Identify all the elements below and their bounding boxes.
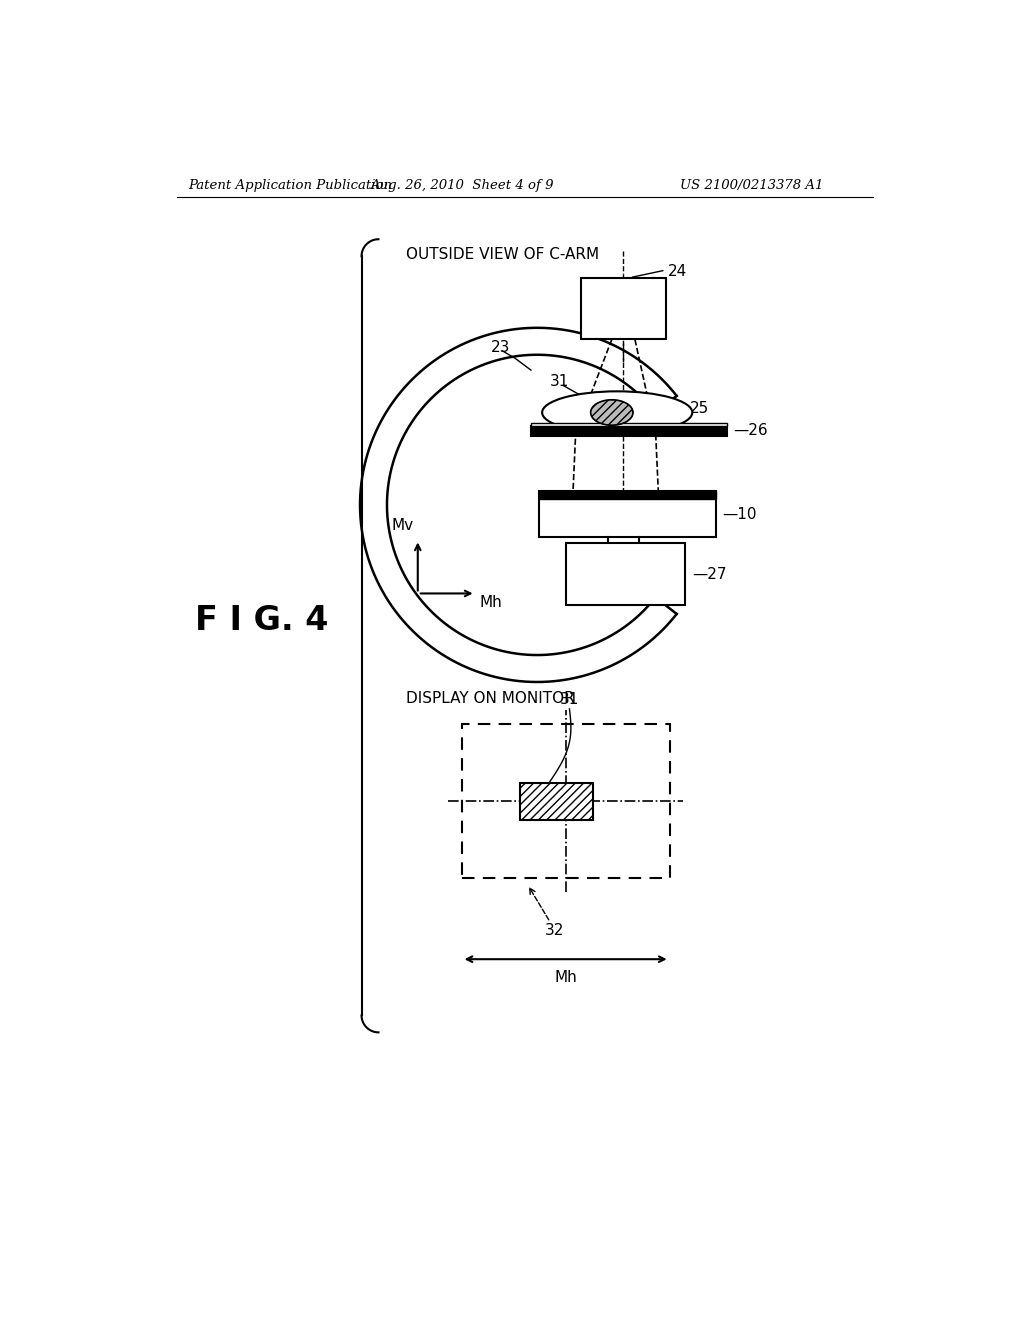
Bar [531,426,727,436]
Text: —10: —10 [722,507,757,521]
Text: 24: 24 [668,264,687,279]
Text: Mv: Mv [392,519,414,533]
Text: 31: 31 [550,374,569,389]
Text: 31: 31 [560,693,580,708]
Text: Mh: Mh [554,970,577,985]
Bar [565,544,685,605]
Bar [539,491,716,537]
Text: Aug. 26, 2010  Sheet 4 of 9: Aug. 26, 2010 Sheet 4 of 9 [370,178,553,191]
Bar [462,725,670,878]
Bar [539,491,716,499]
Bar [581,277,666,339]
Text: US 2100/0213378 A1: US 2100/0213378 A1 [680,178,823,191]
Ellipse shape [591,400,633,425]
Bar [531,422,727,426]
Text: Mh: Mh [479,595,502,610]
Text: F I G. 4: F I G. 4 [195,605,328,638]
Text: 32: 32 [545,923,564,939]
Text: DISPLAY ON MONITOR: DISPLAY ON MONITOR [407,692,574,706]
Ellipse shape [542,391,692,434]
Text: 25: 25 [690,401,710,416]
Text: —27: —27 [692,566,727,582]
Bar [520,783,593,820]
Text: 23: 23 [490,339,510,355]
Text: Patent Application Publication: Patent Application Publication [188,178,392,191]
Text: —26: —26 [733,424,768,438]
Text: OUTSIDE VIEW OF C-ARM: OUTSIDE VIEW OF C-ARM [407,247,599,263]
